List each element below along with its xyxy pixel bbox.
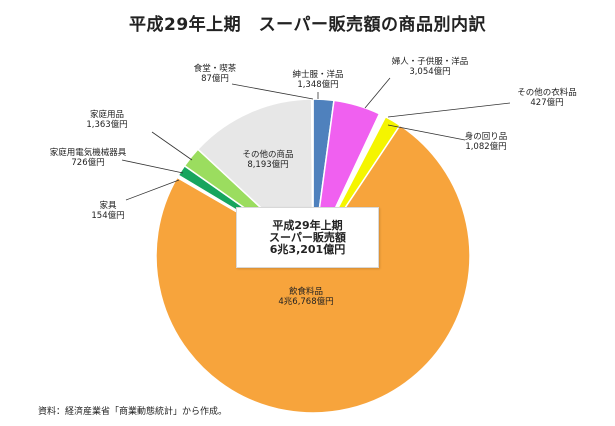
leader-line-6 — [121, 159, 184, 174]
total-sales-line-3: 6兆3,201億円 — [269, 242, 346, 256]
chart-title: 平成29年上期 スーパー販売額の商品別内訳 — [129, 15, 486, 35]
total-sales-line-1: 平成29年上期 — [272, 218, 343, 232]
label-home-appliances-value: 726億円 — [71, 158, 105, 168]
label-furniture-name: 家具 — [99, 201, 117, 211]
label-furniture: 家具 154億円 — [91, 201, 124, 221]
source-note: 資料：経済産業省「商業動態統計」から作成。 — [38, 407, 228, 417]
label-other-clothing: その他の衣料品 427億円 — [517, 88, 577, 108]
label-womens-childrens-clothing: 婦人・子供服・洋品 3,054億円 — [392, 57, 469, 77]
label-furniture-value: 154億円 — [91, 211, 125, 221]
label-mens-clothing-name: 紳士服・洋品 — [292, 70, 344, 80]
label-household-goods: 家庭用品 1,363億円 — [86, 110, 127, 130]
leader-line-0 — [231, 83, 314, 100]
leader-line-5 — [151, 131, 193, 161]
label-dining-clothes-name: 食堂・喫茶 — [193, 64, 237, 74]
label-household-goods-value: 1,363億円 — [86, 120, 128, 130]
total-sales-line-2: スーパー販売額 — [269, 230, 346, 244]
label-personal-items: 身の回り品 1,082億円 — [465, 132, 508, 152]
label-other-goods-value: 8,193億円 — [247, 160, 289, 170]
label-mens-clothing-value: 1,348億円 — [297, 80, 339, 90]
leader-line-2 — [364, 77, 391, 109]
label-personal-items-name: 身の回り品 — [464, 132, 508, 142]
label-other-goods: その他の商品 8,193億円 — [242, 150, 293, 170]
label-personal-items-value: 1,082億円 — [465, 142, 507, 152]
label-womens-childrens-clothing-value: 3,054億円 — [409, 67, 451, 77]
leader-line-3 — [387, 102, 511, 118]
label-food-name: 飲食料品 — [288, 287, 323, 297]
label-dining-clothes-value: 87億円 — [201, 74, 229, 84]
leader-line-4 — [387, 124, 466, 141]
label-mens-clothing: 紳士服・洋品 1,348億円 — [292, 70, 343, 90]
label-other-clothing-name: その他の衣料品 — [517, 88, 577, 98]
label-dining-clothes: 食堂・喫茶 87億円 — [194, 64, 237, 84]
leader-line-7 — [125, 179, 180, 201]
label-home-appliances-name: 家庭用電気機械器具 — [49, 148, 127, 158]
label-other-clothing-value: 427億円 — [530, 98, 564, 108]
label-food-value: 4兆6,768億円 — [278, 297, 334, 307]
label-home-appliances: 家庭用電気機械器具 726億円 — [50, 148, 127, 168]
label-household-goods-name: 家庭用品 — [89, 110, 124, 120]
label-womens-childrens-clothing-name: 婦人・子供服・洋品 — [391, 57, 469, 67]
pie-slice-4 — [155, 124, 471, 414]
total-sales-box: 平成29年上期 スーパー販売額 6兆3,201億円 — [236, 207, 379, 268]
label-other-goods-name: その他の商品 — [242, 150, 294, 160]
label-food: 飲食料品 4兆6,768億円 — [278, 287, 333, 307]
